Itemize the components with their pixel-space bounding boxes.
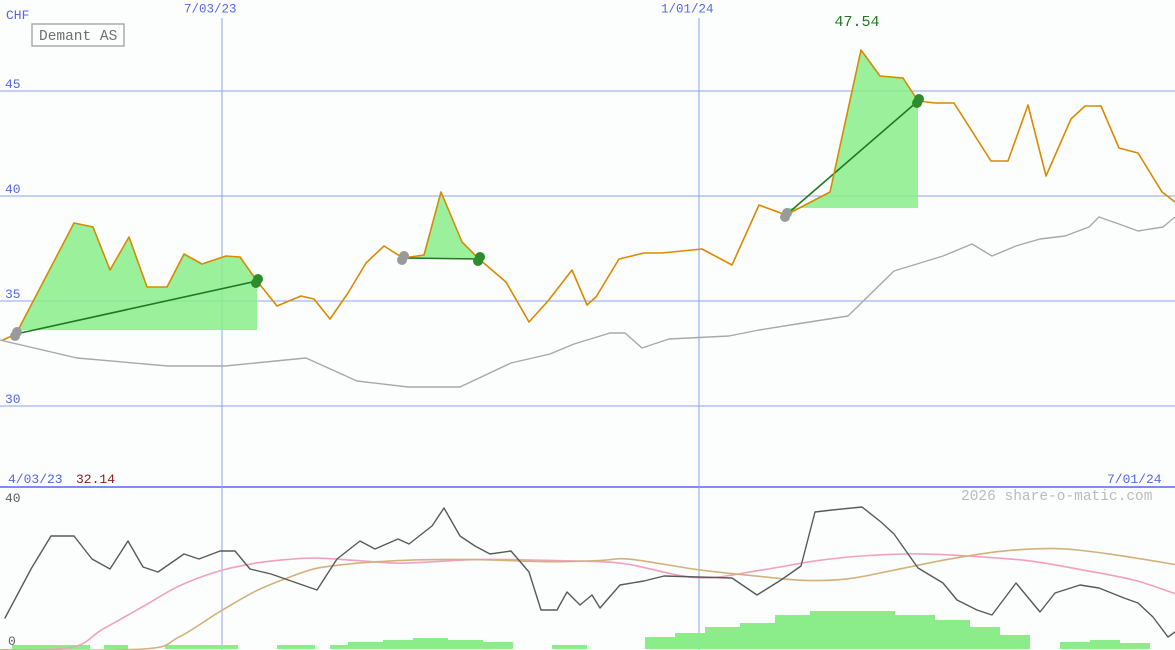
svg-text:7/03/23: 7/03/23 bbox=[184, 3, 237, 17]
svg-text:45: 45 bbox=[5, 77, 21, 92]
svg-text:40: 40 bbox=[5, 182, 21, 197]
svg-text:30: 30 bbox=[5, 392, 21, 407]
svg-text:7/01/24: 7/01/24 bbox=[1107, 472, 1162, 487]
svg-text:Demant AS: Demant AS bbox=[39, 29, 117, 45]
svg-text:40: 40 bbox=[5, 491, 21, 506]
svg-text:4/03/23: 4/03/23 bbox=[8, 472, 63, 487]
svg-text:2026 share-o-matic.com: 2026 share-o-matic.com bbox=[961, 489, 1152, 505]
svg-text:47.54: 47.54 bbox=[834, 14, 879, 31]
svg-text:1/01/24: 1/01/24 bbox=[661, 3, 714, 17]
svg-text:32.14: 32.14 bbox=[76, 472, 115, 487]
svg-text:35: 35 bbox=[5, 287, 21, 302]
svg-text:CHF: CHF bbox=[6, 8, 29, 23]
